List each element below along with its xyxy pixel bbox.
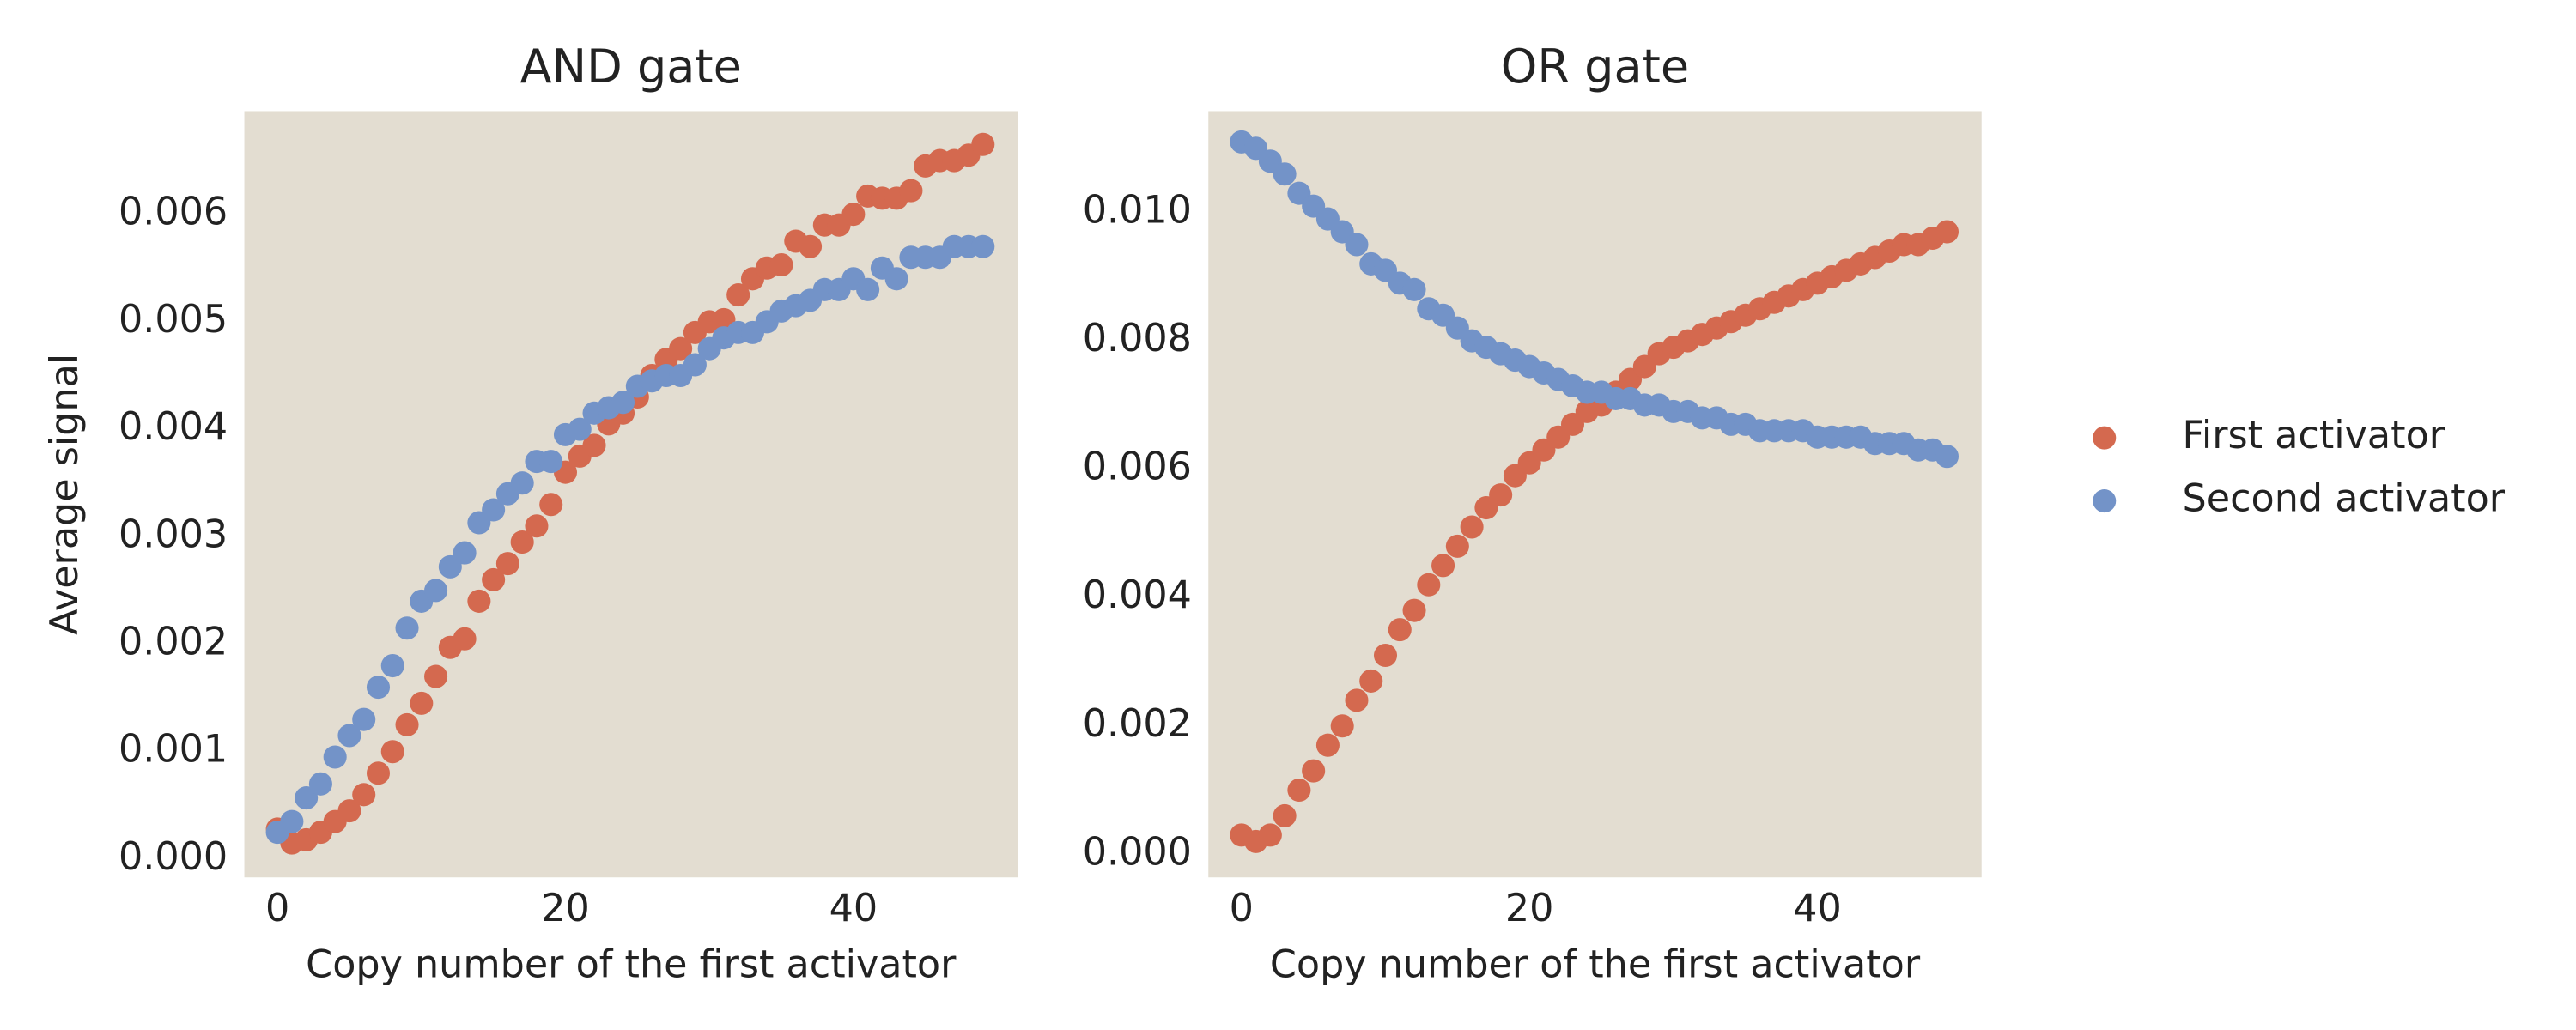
point [1273,803,1297,827]
point [295,786,319,810]
point [366,676,391,700]
x-axis-label: Copy number of the first activator [1270,943,1921,987]
point [769,252,793,277]
point [1417,573,1441,597]
point [482,498,506,522]
y-tick-label: 0.004 [118,405,228,449]
y-tick-label: 0.005 [118,298,228,342]
point [568,417,592,441]
point [1315,733,1340,757]
legend-marker [2093,426,2117,450]
point [971,234,995,258]
point [1402,277,1426,301]
point [539,493,563,517]
point [884,267,908,291]
point [582,433,606,457]
point [1373,643,1398,668]
point [525,514,549,538]
point [1359,669,1383,693]
point [683,353,707,377]
point [323,745,347,769]
y-tick-label: 0.000 [118,835,228,879]
point [1460,515,1484,539]
y-tick-label: 0.010 [1083,189,1192,233]
point [611,391,635,415]
point [971,132,995,156]
point [726,283,750,307]
y-tick-label: 0.003 [118,512,228,556]
point [1258,823,1282,847]
point [510,471,534,495]
point [352,783,376,807]
point [280,809,304,833]
point [395,712,419,736]
legend-label: Second activator [2183,477,2506,521]
point [380,740,404,764]
y-tick-label: 0.006 [118,191,228,234]
legend-label: First activator [2183,414,2445,457]
legend-marker [2093,489,2117,513]
point [1388,618,1412,642]
point [1402,598,1426,622]
point [495,552,519,576]
x-tick-label: 0 [265,887,289,930]
x-tick-label: 20 [1505,887,1554,930]
y-tick-label: 0.006 [1083,445,1192,489]
point [424,664,448,688]
point [424,579,448,603]
point [1273,162,1297,186]
point [1330,714,1354,738]
point [352,707,376,731]
y-tick-label: 0.002 [118,621,228,664]
x-tick-label: 40 [829,887,878,930]
point [337,799,361,823]
point [1445,534,1469,558]
point [380,654,404,678]
point [308,772,332,796]
point [337,724,361,748]
point [467,589,491,613]
y-axis-label: Average signal [43,354,87,635]
point [899,179,923,203]
point [1935,445,1959,469]
point [366,761,391,785]
chart-title: OR gate [1501,39,1689,94]
point [1935,220,1959,244]
point [1302,759,1326,783]
point [410,691,434,715]
plot-area [244,111,1018,878]
y-tick-label: 0.004 [1083,573,1192,617]
point [510,530,534,554]
point [1287,779,1311,803]
point [482,567,506,591]
point [799,234,823,258]
y-tick-label: 0.001 [118,728,228,772]
y-tick-label: 0.002 [1083,702,1192,746]
point [1431,554,1455,578]
point [453,627,477,651]
point [841,203,866,227]
x-tick-label: 40 [1793,887,1842,930]
x-tick-label: 20 [541,887,590,930]
point [453,541,477,565]
x-tick-label: 0 [1230,887,1254,930]
point [1489,483,1513,507]
y-tick-label: 0.008 [1083,317,1192,360]
point [438,554,462,579]
x-axis-label: Copy number of the first activator [306,943,957,987]
point [395,616,419,640]
point [669,336,693,360]
point [856,277,880,301]
point [539,450,563,474]
y-tick-label: 0.000 [1083,830,1192,874]
point [1345,688,1369,712]
point [1345,233,1369,257]
chart-title: AND gate [520,39,742,94]
